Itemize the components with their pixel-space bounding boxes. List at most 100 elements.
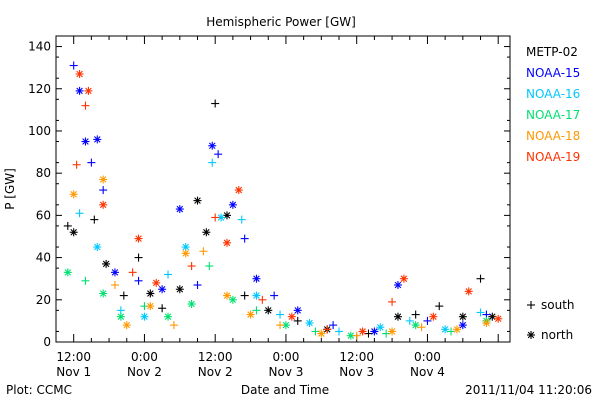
chart-title: Hemispheric Power [GW]: [206, 15, 356, 29]
data-point-noaa-16: [93, 243, 102, 252]
data-point-noaa-19: [134, 234, 143, 243]
data-point-noaa-19: [323, 325, 332, 334]
marker-legend-label: north: [541, 328, 573, 342]
data-point-noaa-17: [187, 300, 196, 309]
data-point-noaa-18: [482, 319, 491, 328]
data-point-noaa-18: [146, 302, 155, 311]
data-point-metp-02: [488, 312, 497, 321]
data-point-noaa-16: [405, 316, 414, 325]
data-point-noaa-17: [411, 321, 420, 330]
data-point-noaa-19: [75, 69, 84, 78]
y-tick-label: 80: [36, 166, 51, 180]
y-tick-label: 120: [28, 82, 51, 96]
data-point-noaa-15: [110, 268, 119, 277]
x-tick-date-label: Nov 2: [127, 365, 162, 379]
data-point-metp-02: [476, 274, 485, 283]
x-tick-time-label: 0:00: [131, 350, 158, 364]
data-point-noaa-16: [252, 291, 261, 300]
data-point-noaa-17: [164, 312, 173, 321]
data-point-noaa-19: [287, 312, 296, 321]
data-point-noaa-15: [69, 61, 78, 70]
data-point-metp-02: [102, 259, 111, 268]
data-point-noaa-16: [276, 310, 285, 319]
y-tick-label: 60: [36, 208, 51, 222]
data-point-noaa-15: [270, 291, 279, 300]
data-point-noaa-15: [134, 276, 143, 285]
legend-item: NOAA-15: [526, 66, 580, 80]
x-tick-date-label: Nov 2: [198, 365, 233, 379]
plus-marker-icon: [527, 301, 535, 309]
data-point-noaa-15: [240, 234, 249, 243]
data-point-noaa-15: [87, 158, 96, 167]
x-tick-date-label: Nov 3: [269, 365, 304, 379]
data-point-noaa-19: [234, 186, 243, 195]
data-point-noaa-19: [358, 327, 367, 336]
data-point-metp-02: [158, 304, 167, 313]
y-axis-ticks: 0 20 40 60 80 100 120 140: [28, 40, 510, 349]
x-tick-date-label: Nov 4: [410, 365, 445, 379]
data-point-noaa-19: [222, 238, 231, 247]
data-points: [63, 61, 503, 340]
data-point-noaa-15: [329, 321, 338, 330]
data-point-noaa-15: [423, 316, 432, 325]
data-point-noaa-18: [388, 327, 397, 336]
star-marker-icon: [527, 331, 535, 339]
data-point-noaa-17: [116, 312, 125, 321]
data-point-noaa-15: [208, 141, 217, 150]
data-point-metp-02: [193, 196, 202, 205]
marker-legend: south north: [527, 298, 575, 342]
data-point-noaa-15: [393, 281, 402, 290]
data-point-noaa-18: [69, 190, 78, 199]
x-tick-time-label: 0:00: [414, 350, 441, 364]
data-point-metp-02: [458, 312, 467, 321]
data-point-noaa-15: [175, 205, 184, 214]
data-point-noaa-19: [81, 101, 90, 110]
data-point-noaa-17: [447, 327, 456, 336]
data-point-metp-02: [146, 289, 155, 298]
data-point-noaa-19: [152, 278, 161, 287]
data-point-noaa-17: [81, 276, 90, 285]
data-point-noaa-16: [441, 325, 450, 334]
footer-source: Plot: CCMC: [6, 383, 72, 397]
data-point-noaa-19: [494, 314, 503, 323]
data-point-noaa-15: [370, 327, 379, 336]
y-tick-label: 20: [36, 293, 51, 307]
data-point-noaa-17: [63, 268, 72, 277]
data-point-noaa-16: [164, 270, 173, 279]
data-point-metp-02: [202, 228, 211, 237]
data-point-metp-02: [119, 291, 128, 300]
data-point-noaa-18: [110, 281, 119, 290]
data-point-noaa-18: [122, 321, 131, 330]
data-point-noaa-18: [246, 310, 255, 319]
x-tick-date-label: Nov 3: [339, 365, 374, 379]
data-point-metp-02: [364, 329, 373, 338]
data-point-noaa-15: [99, 186, 108, 195]
data-point-noaa-19: [84, 86, 93, 95]
data-point-noaa-15: [228, 200, 237, 209]
x-tick-time-label: 12:00: [198, 350, 233, 364]
data-point-metp-02: [393, 312, 402, 321]
data-point-noaa-16: [237, 215, 246, 224]
data-point-noaa-16: [75, 209, 84, 218]
data-point-metp-02: [240, 291, 249, 300]
y-tick-label: 140: [28, 40, 51, 54]
data-point-noaa-15: [293, 306, 302, 315]
x-tick-time-label: 0:00: [272, 350, 299, 364]
data-point-noaa-19: [429, 312, 438, 321]
data-point-noaa-18: [199, 247, 208, 256]
x-tick-date-label: Nov 1: [56, 365, 91, 379]
data-point-noaa-15: [193, 281, 202, 290]
data-point-noaa-16: [376, 323, 385, 332]
data-point-noaa-18: [222, 291, 231, 300]
data-point-noaa-16: [476, 308, 485, 317]
data-point-noaa-15: [93, 135, 102, 144]
data-point-noaa-18: [181, 249, 190, 258]
data-point-metp-02: [90, 215, 99, 224]
y-tick-label: 100: [28, 124, 51, 138]
marker-legend-label: south: [541, 298, 575, 312]
x-axis-label: Date and Time: [241, 383, 329, 397]
plot-frame: [55, 35, 511, 343]
y-tick-label: 0: [43, 335, 51, 349]
